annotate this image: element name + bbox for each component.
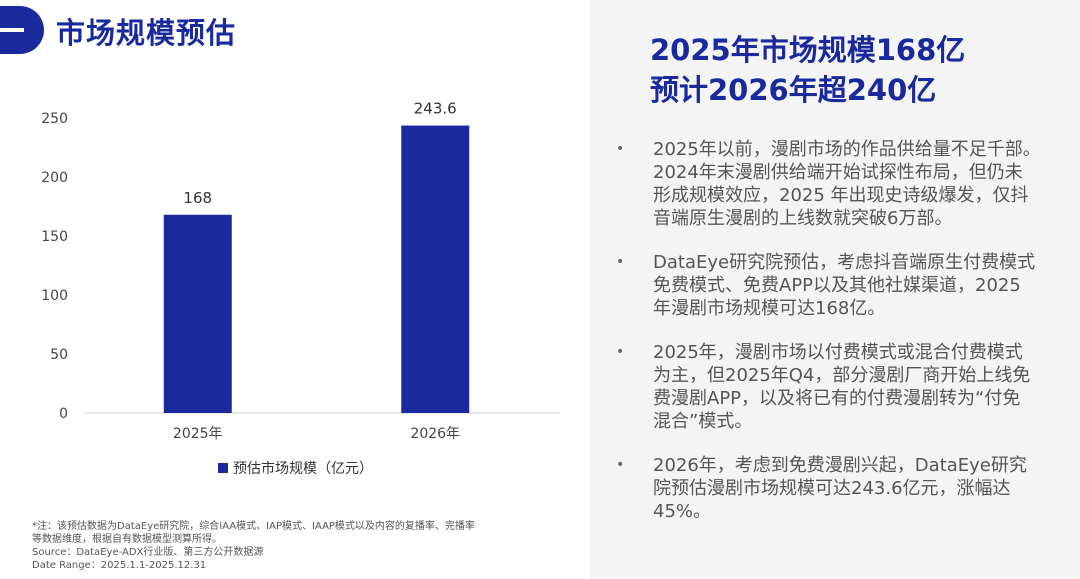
bullet-item: • DataEye研究院预估，考虑抖音端原生付费模式 免费模式、免费APP以及其… [614,251,1080,320]
footnote-line: *注：该预估数据为DataEye研究院，综合IAA模式、IAP模式、IAAP模式… [32,521,475,532]
bullet-dot-icon: • [616,457,625,473]
bullet-item: • 2025年，漫剧市场以付费模式或混合付费模式 为主，但2025年Q4，部分漫… [614,341,1080,433]
bullet-text: 2025年，漫剧市场以付费模式或混合付费模式 为主，但2025年Q4，部分漫剧厂… [653,342,1031,432]
summary-panel [590,0,1080,579]
data-label: 168 [183,189,212,207]
bars: 168 243.6 [163,100,470,413]
headline: 2025年市场规模168亿 预计2026年超240亿 [650,30,965,110]
x-axis: 2025年 2026年 [173,426,460,442]
bullet-list: • 2025年以前，漫剧市场的作品供给量不足千部。 2024年末漫剧供给端开始试… [614,138,1080,544]
section-title: 市场规模预估 [56,16,237,50]
bullet-dot-icon: • [616,141,625,157]
y-tick-label: 0 [59,406,68,422]
chart-panel: 市场规模预估 0 50 100 150 200 250 168 243.6 2025年 202… [0,6,577,572]
bar [163,214,232,413]
bullet-text: 2025年以前，漫剧市场的作品供给量不足千部。 2024年末漫剧供给端开始试探性… [653,139,1041,229]
y-axis: 0 50 100 150 200 250 [41,111,68,422]
bullet-text: 2026年，考虑到免费漫剧兴起，DataEye研究 院预估漫剧市场规模可达243… [653,455,1027,522]
bullet-dot-icon: • [616,254,625,270]
y-tick-label: 50 [50,347,68,363]
section-badge [0,6,44,54]
bar [401,125,470,413]
headline-line-2: 预计2026年超240亿 [650,73,937,107]
legend-label: 预估市场规模（亿元） [233,461,373,477]
source-line: Source：DataEye-ADX行业版、第三方公开数据源 [32,547,264,558]
footnote-line: 等数据维度，根据自有数据模型测算所得。 [32,534,222,545]
legend-swatch [218,463,228,473]
x-tick-label: 2026年 [410,426,460,442]
bullet-dot-icon: • [616,344,625,360]
y-tick-label: 100 [41,288,68,304]
headline-line-1: 2025年市场规模168亿 [650,33,966,67]
y-tick-label: 200 [41,170,68,186]
y-tick-label: 250 [41,111,68,127]
bullet-item: • 2026年，考虑到免费漫剧兴起，DataEye研究 院预估漫剧市场规模可达2… [614,454,1080,523]
y-tick-label: 150 [41,229,68,245]
date-range-line: Date Range：2025.1.1-2025.12.31 [32,560,207,571]
bullet-item: • 2025年以前，漫剧市场的作品供给量不足千部。 2024年末漫剧供给端开始试… [614,138,1080,230]
bar-chart: 0 50 100 150 200 250 168 243.6 2025年 2026年 [41,100,560,442]
footnotes: *注：该预估数据为DataEye研究院，综合IAA模式、IAP模式、IAAP模式… [32,520,577,572]
x-tick-label: 2025年 [173,426,223,442]
data-label: 243.6 [414,100,457,118]
bullet-text: DataEye研究院预估，考虑抖音端原生付费模式 免费模式、免费APP以及其他社… [653,252,1036,319]
chart-legend: 预估市场规模（亿元） [218,458,373,478]
section-badge-dash [0,28,24,32]
